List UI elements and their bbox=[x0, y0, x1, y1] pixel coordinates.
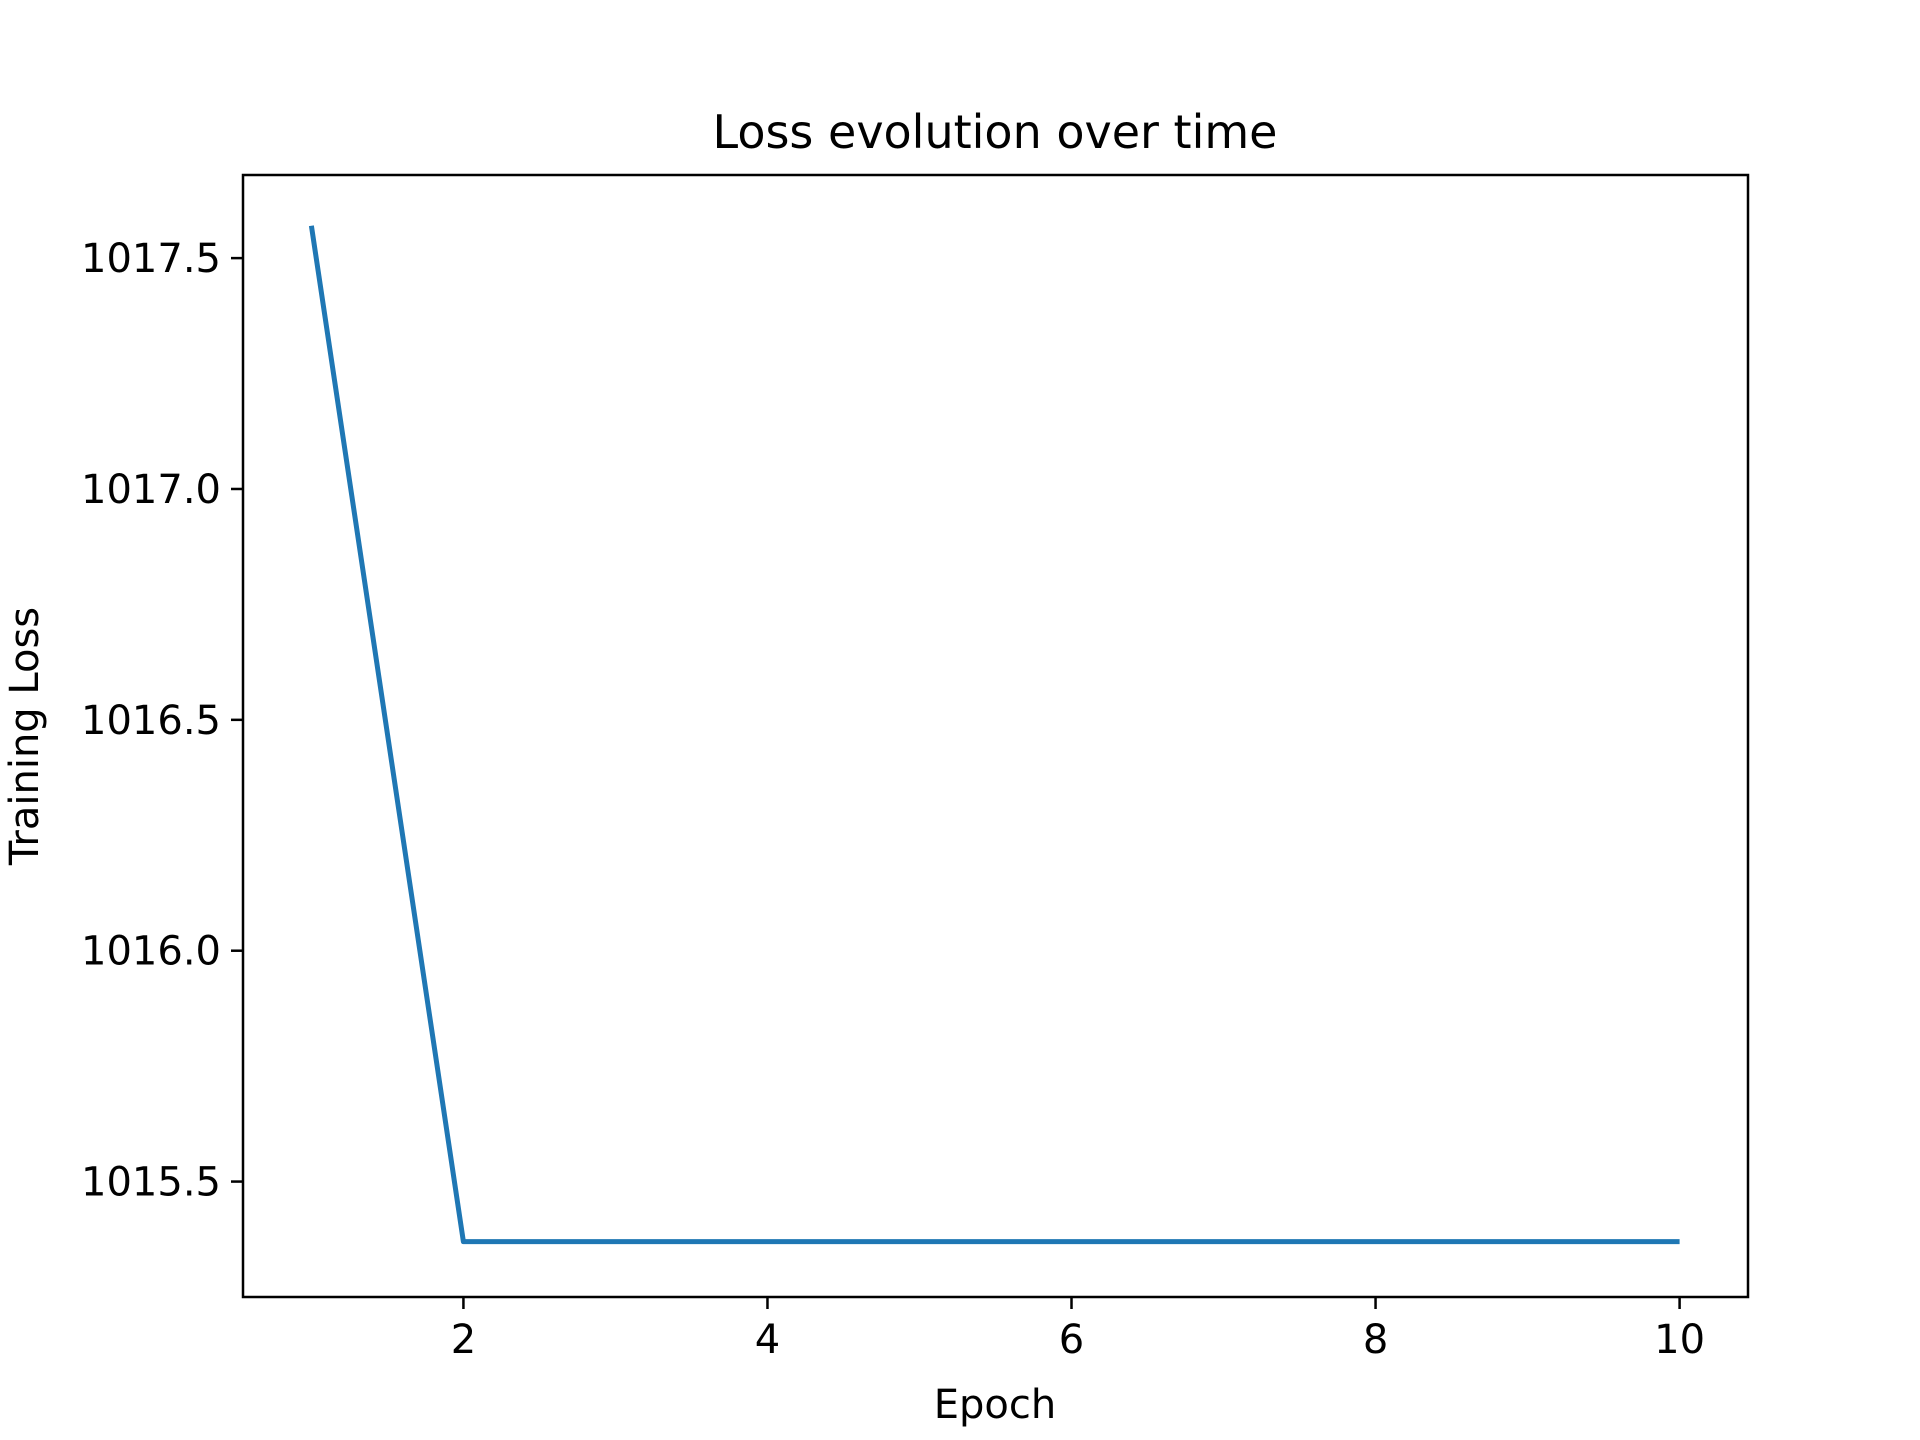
y-axis-ticks: 1015.5 1016.0 1016.5 1017.0 1017.5 bbox=[81, 236, 243, 1206]
series-line bbox=[308, 225, 1680, 1245]
y-tick-label: 1017.5 bbox=[81, 236, 221, 282]
x-tick-label: 2 bbox=[451, 1317, 476, 1363]
x-axis-ticks: 2 4 6 8 10 bbox=[451, 1297, 1705, 1363]
x-tick-label: 8 bbox=[1363, 1317, 1388, 1363]
series-layer bbox=[308, 225, 1680, 1245]
y-tick-label: 1016.5 bbox=[81, 698, 221, 744]
y-tick-label: 1016.0 bbox=[81, 929, 221, 975]
y-axis-label: Training Loss bbox=[2, 607, 48, 866]
y-tick-label: 1017.0 bbox=[81, 467, 221, 513]
x-tick-label: 6 bbox=[1059, 1317, 1084, 1363]
x-tick-label: 4 bbox=[755, 1317, 780, 1363]
chart-title: Loss evolution over time bbox=[713, 105, 1278, 159]
axes-frame bbox=[241, 173, 1750, 1299]
x-tick-label: 10 bbox=[1654, 1317, 1705, 1363]
x-axis-label: Epoch bbox=[934, 1382, 1056, 1428]
y-tick-label: 1015.5 bbox=[81, 1160, 221, 1206]
